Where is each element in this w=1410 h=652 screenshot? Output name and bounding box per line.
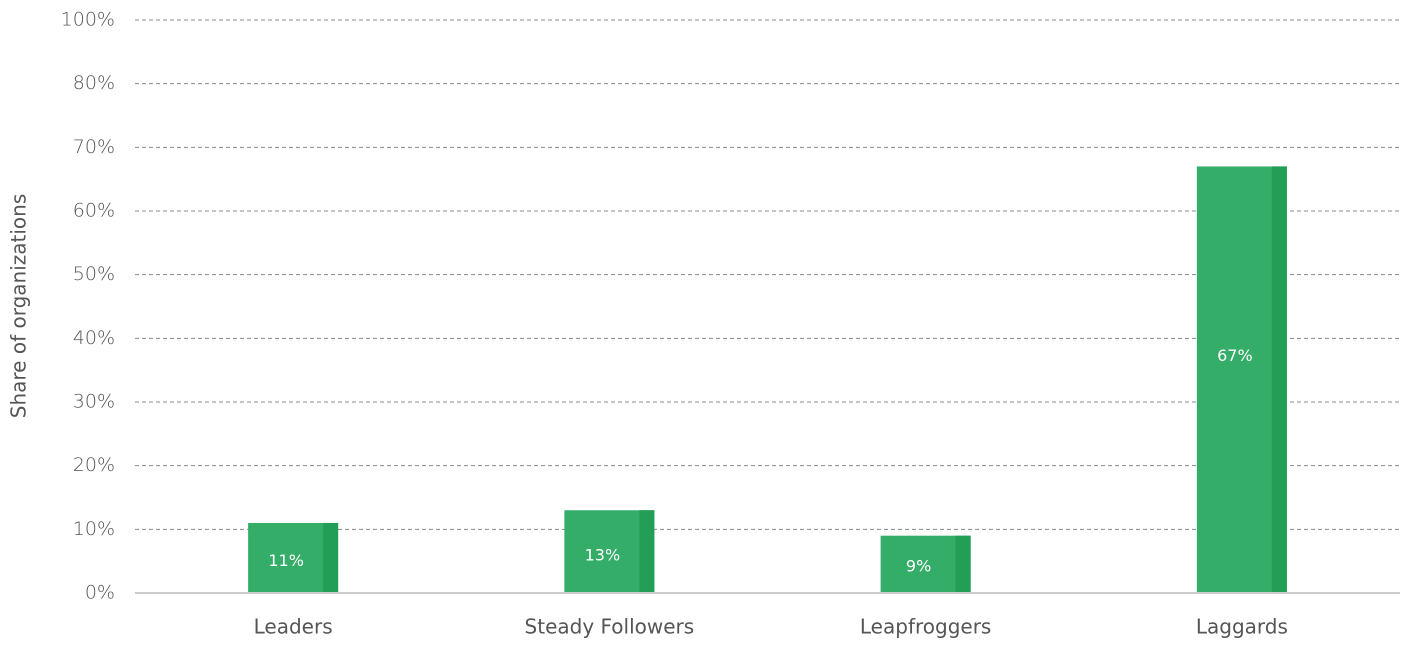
- y-tick-label: 60%: [73, 200, 115, 222]
- x-tick-label: Laggards: [1196, 615, 1288, 639]
- y-tick-label: 80%: [73, 72, 115, 94]
- y-tick-label: 10%: [73, 518, 115, 540]
- value-label: 67%: [1217, 346, 1253, 365]
- x-tick-label: Steady Followers: [525, 615, 695, 639]
- y-tick-label: 50%: [73, 263, 115, 285]
- y-tick-label: 0%: [85, 582, 115, 604]
- bar-edge: [955, 535, 971, 593]
- bar-edge: [323, 522, 339, 593]
- value-label: 9%: [906, 557, 931, 576]
- y-tick-label: 30%: [73, 391, 115, 413]
- bar-edge: [639, 510, 655, 593]
- y-tick-label: 40%: [73, 327, 115, 349]
- x-tick-label: Leaders: [254, 615, 333, 639]
- y-axis-label: Share of organizations: [7, 194, 31, 418]
- y-tick-label: 20%: [73, 454, 115, 476]
- x-tick-label: Leapfroggers: [860, 615, 991, 639]
- bar-edge: [1271, 166, 1287, 593]
- y-tick-label: 70%: [73, 136, 115, 158]
- value-label: 13%: [585, 545, 621, 564]
- value-label: 11%: [268, 551, 304, 570]
- y-tick-label: 100%: [61, 9, 115, 31]
